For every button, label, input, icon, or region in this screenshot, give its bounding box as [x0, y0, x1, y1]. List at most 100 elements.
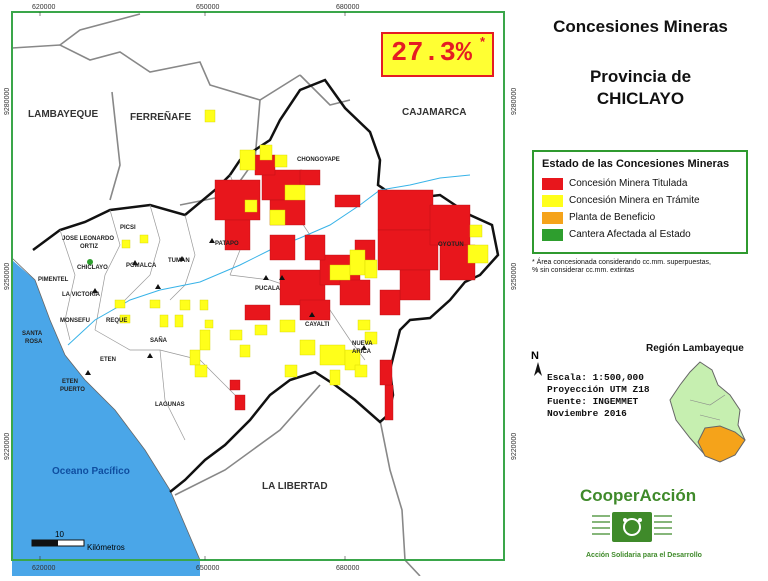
- source-text: Fuente: INGEMMET: [547, 396, 639, 407]
- titled-concession-block: [224, 219, 251, 251]
- pending-concession-block: [229, 329, 243, 341]
- pending-concession-block: [284, 364, 298, 378]
- district-label-reque: REQUE: [106, 318, 127, 324]
- pending-concession-block: [179, 299, 191, 311]
- region-label-ferrenafe: FERREÑAFE: [130, 110, 191, 123]
- pending-concession-block: [159, 314, 169, 328]
- titled-concession-block: [304, 234, 326, 261]
- pending-concession-block: [121, 239, 131, 249]
- district-label-rosa: ROSA: [25, 339, 43, 345]
- scale-text: Escala: 1:500,000: [547, 372, 644, 383]
- legend-item-planta: Planta de Beneficio: [542, 209, 746, 226]
- grid-x-label-bottom-2: 680000: [336, 565, 359, 572]
- district-label-eten-puerto-line1: ETEN: [62, 379, 78, 385]
- district-labels: CHONGOYAPE OYOTUN PATAPO PICSI TUMAN POM…: [22, 157, 464, 408]
- grid-x-label-top-2: 680000: [336, 4, 359, 11]
- legend: Estado de las Concesiones Mineras Conces…: [532, 150, 748, 254]
- inset-title: Región Lambayeque: [646, 343, 744, 354]
- grid-x-label-bottom-1: 650000: [196, 565, 219, 572]
- district-label-arica: ARICA: [352, 349, 372, 355]
- pending-concession-block: [139, 234, 149, 244]
- grid-x-label-top-1: 650000: [196, 4, 219, 11]
- legend-item-titulada: Concesión Minera Titulada: [542, 175, 746, 192]
- grid-y-label-left-1: 9250000: [4, 263, 11, 290]
- titled-concession-block: [399, 269, 431, 301]
- titled-concession-block: [234, 394, 246, 411]
- footnote: * Área concesionada considerando cc.mm. …: [532, 259, 760, 275]
- subtitle-line-2: CHICLAYO: [596, 89, 685, 108]
- pending-concession-block: [284, 184, 306, 201]
- north-label: N: [531, 350, 539, 362]
- district-label-oyotun: OYOTUN: [438, 242, 464, 248]
- footnote-line-2: % sin considerar cc.mm. extintas: [532, 267, 635, 274]
- district-label-nueva: NUEVA: [352, 341, 373, 347]
- pending-concession-block: [239, 149, 256, 171]
- district-markers: [85, 238, 367, 375]
- district-label-lagunas: LAGUNAS: [155, 402, 185, 408]
- pending-concession-block: [364, 259, 378, 279]
- district-label-eten-puerto-line2: PUERTO: [60, 387, 85, 393]
- district-label-patapo: PATAPO: [215, 241, 239, 247]
- logo-name: CooperAcción: [580, 486, 697, 505]
- legend-swatch: [542, 177, 563, 190]
- titled-concession-block: [377, 189, 434, 231]
- pending-concession-block: [174, 314, 184, 328]
- region-label-cajamarca: CAJAMARCA: [402, 107, 466, 118]
- legend-swatch: [542, 228, 563, 241]
- grid-y-label-left-2: 9220000: [4, 433, 11, 460]
- legend-swatch: [542, 194, 563, 207]
- titled-concession-block: [244, 304, 271, 321]
- legend-label: Planta de Beneficio: [569, 212, 656, 223]
- district-label-pucala: PUCALA: [255, 286, 281, 292]
- pending-concession-block: [357, 319, 371, 331]
- pending-concession-block: [349, 249, 366, 276]
- legend-label: Concesión Minera Titulada: [569, 178, 688, 189]
- pending-concession-block: [269, 209, 286, 226]
- district-label-picsi: PICSI: [120, 225, 136, 231]
- pending-concession-block: [119, 314, 131, 324]
- grid-x-label-bottom-0: 620000: [32, 565, 55, 572]
- subtitle-line-1: Provincia de: [589, 67, 692, 86]
- pending-concession-block: [329, 369, 341, 386]
- district-label-pimentel: PIMENTEL: [38, 277, 69, 283]
- district-label-pomalca: POMALCA: [126, 263, 157, 269]
- legend-swatch: [542, 211, 563, 224]
- scale-bar: [31, 539, 85, 547]
- grid-y-label-left-0: 9280000: [4, 88, 11, 115]
- legend-label: Concesión Minera en Trámite: [569, 195, 700, 206]
- region-label-lambayeque: LAMBAYEQUE: [28, 109, 99, 120]
- footnote-line-1: * Área concesionada considerando cc.mm. …: [532, 259, 711, 266]
- legend-item-cantera: Cantera Afectada al Estado: [542, 226, 746, 243]
- district-label-tuman: TUMAN: [168, 258, 190, 264]
- district-label-eten: ETEN: [100, 357, 116, 363]
- titled-concession-block: [429, 204, 471, 246]
- district-label-ortiz: ORTIZ: [80, 244, 98, 250]
- concession-percentage: 27.3%: [391, 39, 473, 69]
- grid-y-label-right-1: 9250000: [511, 263, 518, 290]
- date-text: Noviembre 2016: [547, 408, 627, 419]
- pending-concession-block: [239, 344, 251, 358]
- grid-ticks: [39, 12, 346, 560]
- concession-blocks: [114, 109, 489, 421]
- map-info: Escala: 1:500,000 Proyección UTM Z18 Fue…: [547, 372, 650, 420]
- inset-map: [669, 361, 746, 463]
- pending-concession-block: [199, 299, 209, 311]
- titled-concession-block: [339, 279, 371, 306]
- district-label-sana: SAÑA: [150, 337, 168, 344]
- pending-concession-block: [329, 264, 351, 281]
- coastline: [11, 257, 201, 561]
- pending-concession-block: [469, 224, 483, 238]
- cooperaccion-logo-icon: [592, 512, 672, 542]
- sea-label: Oceano Pacífico: [52, 466, 130, 477]
- pending-concession-block: [279, 319, 296, 333]
- map-title: Concesiones Mineras: [553, 17, 728, 36]
- district-label-santa: SANTA: [22, 331, 43, 337]
- pending-concession-block: [204, 319, 214, 329]
- titled-concession-block: [379, 289, 401, 316]
- percentage-asterisk: *: [480, 34, 486, 49]
- concession-percentage-box: 27.3% *: [381, 32, 494, 77]
- titled-concession-block: [299, 169, 321, 186]
- projection-text: Proyección UTM Z18: [547, 384, 650, 395]
- district-label-la-victoria: LA VICTORIA: [62, 292, 101, 298]
- legend-label: Cantera Afectada al Estado: [569, 229, 691, 240]
